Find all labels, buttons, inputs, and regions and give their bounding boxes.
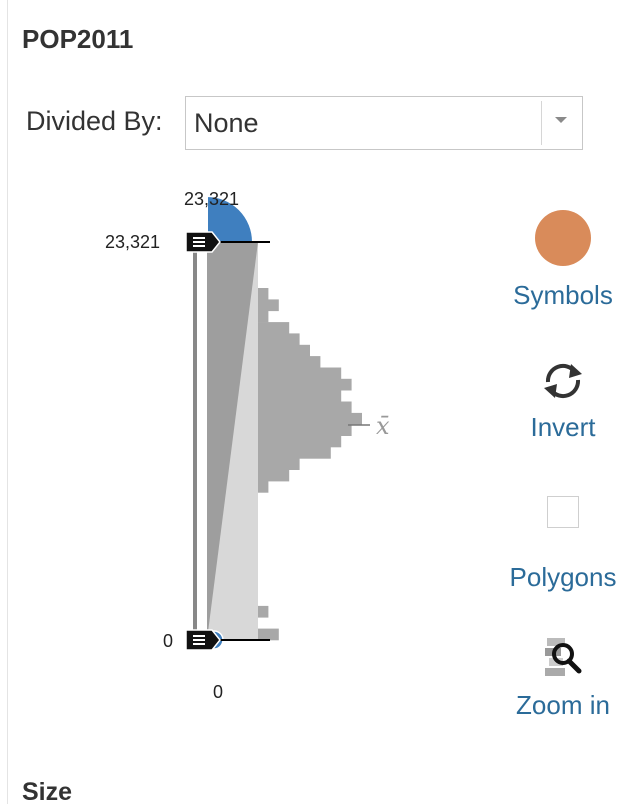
histogram-bar [258, 299, 279, 312]
size-slider[interactable]: x̄ 23,321 23,321 0 0 [0, 180, 420, 700]
histogram-bar [258, 412, 362, 425]
max-handle[interactable] [185, 231, 221, 253]
panel-left-border [7, 0, 8, 804]
chevron-down-icon[interactable] [551, 110, 571, 130]
histogram-bar [258, 605, 269, 618]
histogram-bar [258, 458, 300, 470]
zoom-in-label: Zoom in [516, 690, 610, 720]
histogram-bar [258, 367, 342, 380]
divided-by-value: None [194, 108, 259, 138]
min-handle-label: 0 [163, 631, 173, 651]
histogram-bar [258, 378, 352, 391]
max-label-top: 23,321 [184, 189, 239, 209]
histogram-bar [258, 333, 300, 346]
polygons-toggle[interactable]: Polygons [488, 496, 638, 593]
histogram-bar [258, 401, 352, 414]
histogram-bar [258, 628, 279, 641]
histogram-bar [258, 481, 269, 493]
symbol-swatch-icon [535, 210, 591, 266]
min-label-bottom: 0 [213, 682, 223, 700]
divided-by-label: Divided By: [26, 106, 163, 136]
polygons-label: Polygons [509, 562, 617, 592]
histogram-bar [258, 447, 331, 459]
histogram-bar [258, 390, 342, 402]
min-handle[interactable] [185, 629, 221, 651]
histogram-bar [258, 344, 310, 357]
symbols-button[interactable]: Symbols [488, 208, 638, 311]
invert-button[interactable]: Invert [488, 358, 638, 443]
polygons-checkbox[interactable] [547, 496, 579, 528]
slider-track [193, 242, 197, 640]
select-separator [541, 101, 542, 145]
histogram-bar [258, 356, 321, 368]
histogram [258, 288, 362, 641]
histogram-bar [258, 435, 342, 448]
refresh-icon [544, 363, 582, 399]
zoom-in-icon [545, 638, 582, 676]
histogram-bar [258, 322, 290, 334]
histogram-bar [258, 310, 269, 323]
invert-label: Invert [530, 412, 596, 442]
field-title: POP2011 [22, 24, 134, 54]
zoom-in-button[interactable]: Zoom in [488, 634, 638, 721]
histogram-bar [258, 424, 352, 436]
histogram-bar [258, 288, 269, 300]
size-ramp-triangle [207, 242, 258, 640]
divided-by-select[interactable]: None [185, 96, 583, 150]
histogram-bar [258, 469, 290, 482]
max-handle-label: 23,321 [105, 232, 160, 252]
mean-symbol: x̄ [376, 412, 390, 440]
size-heading: Size [22, 778, 73, 806]
symbols-label: Symbols [513, 280, 613, 310]
